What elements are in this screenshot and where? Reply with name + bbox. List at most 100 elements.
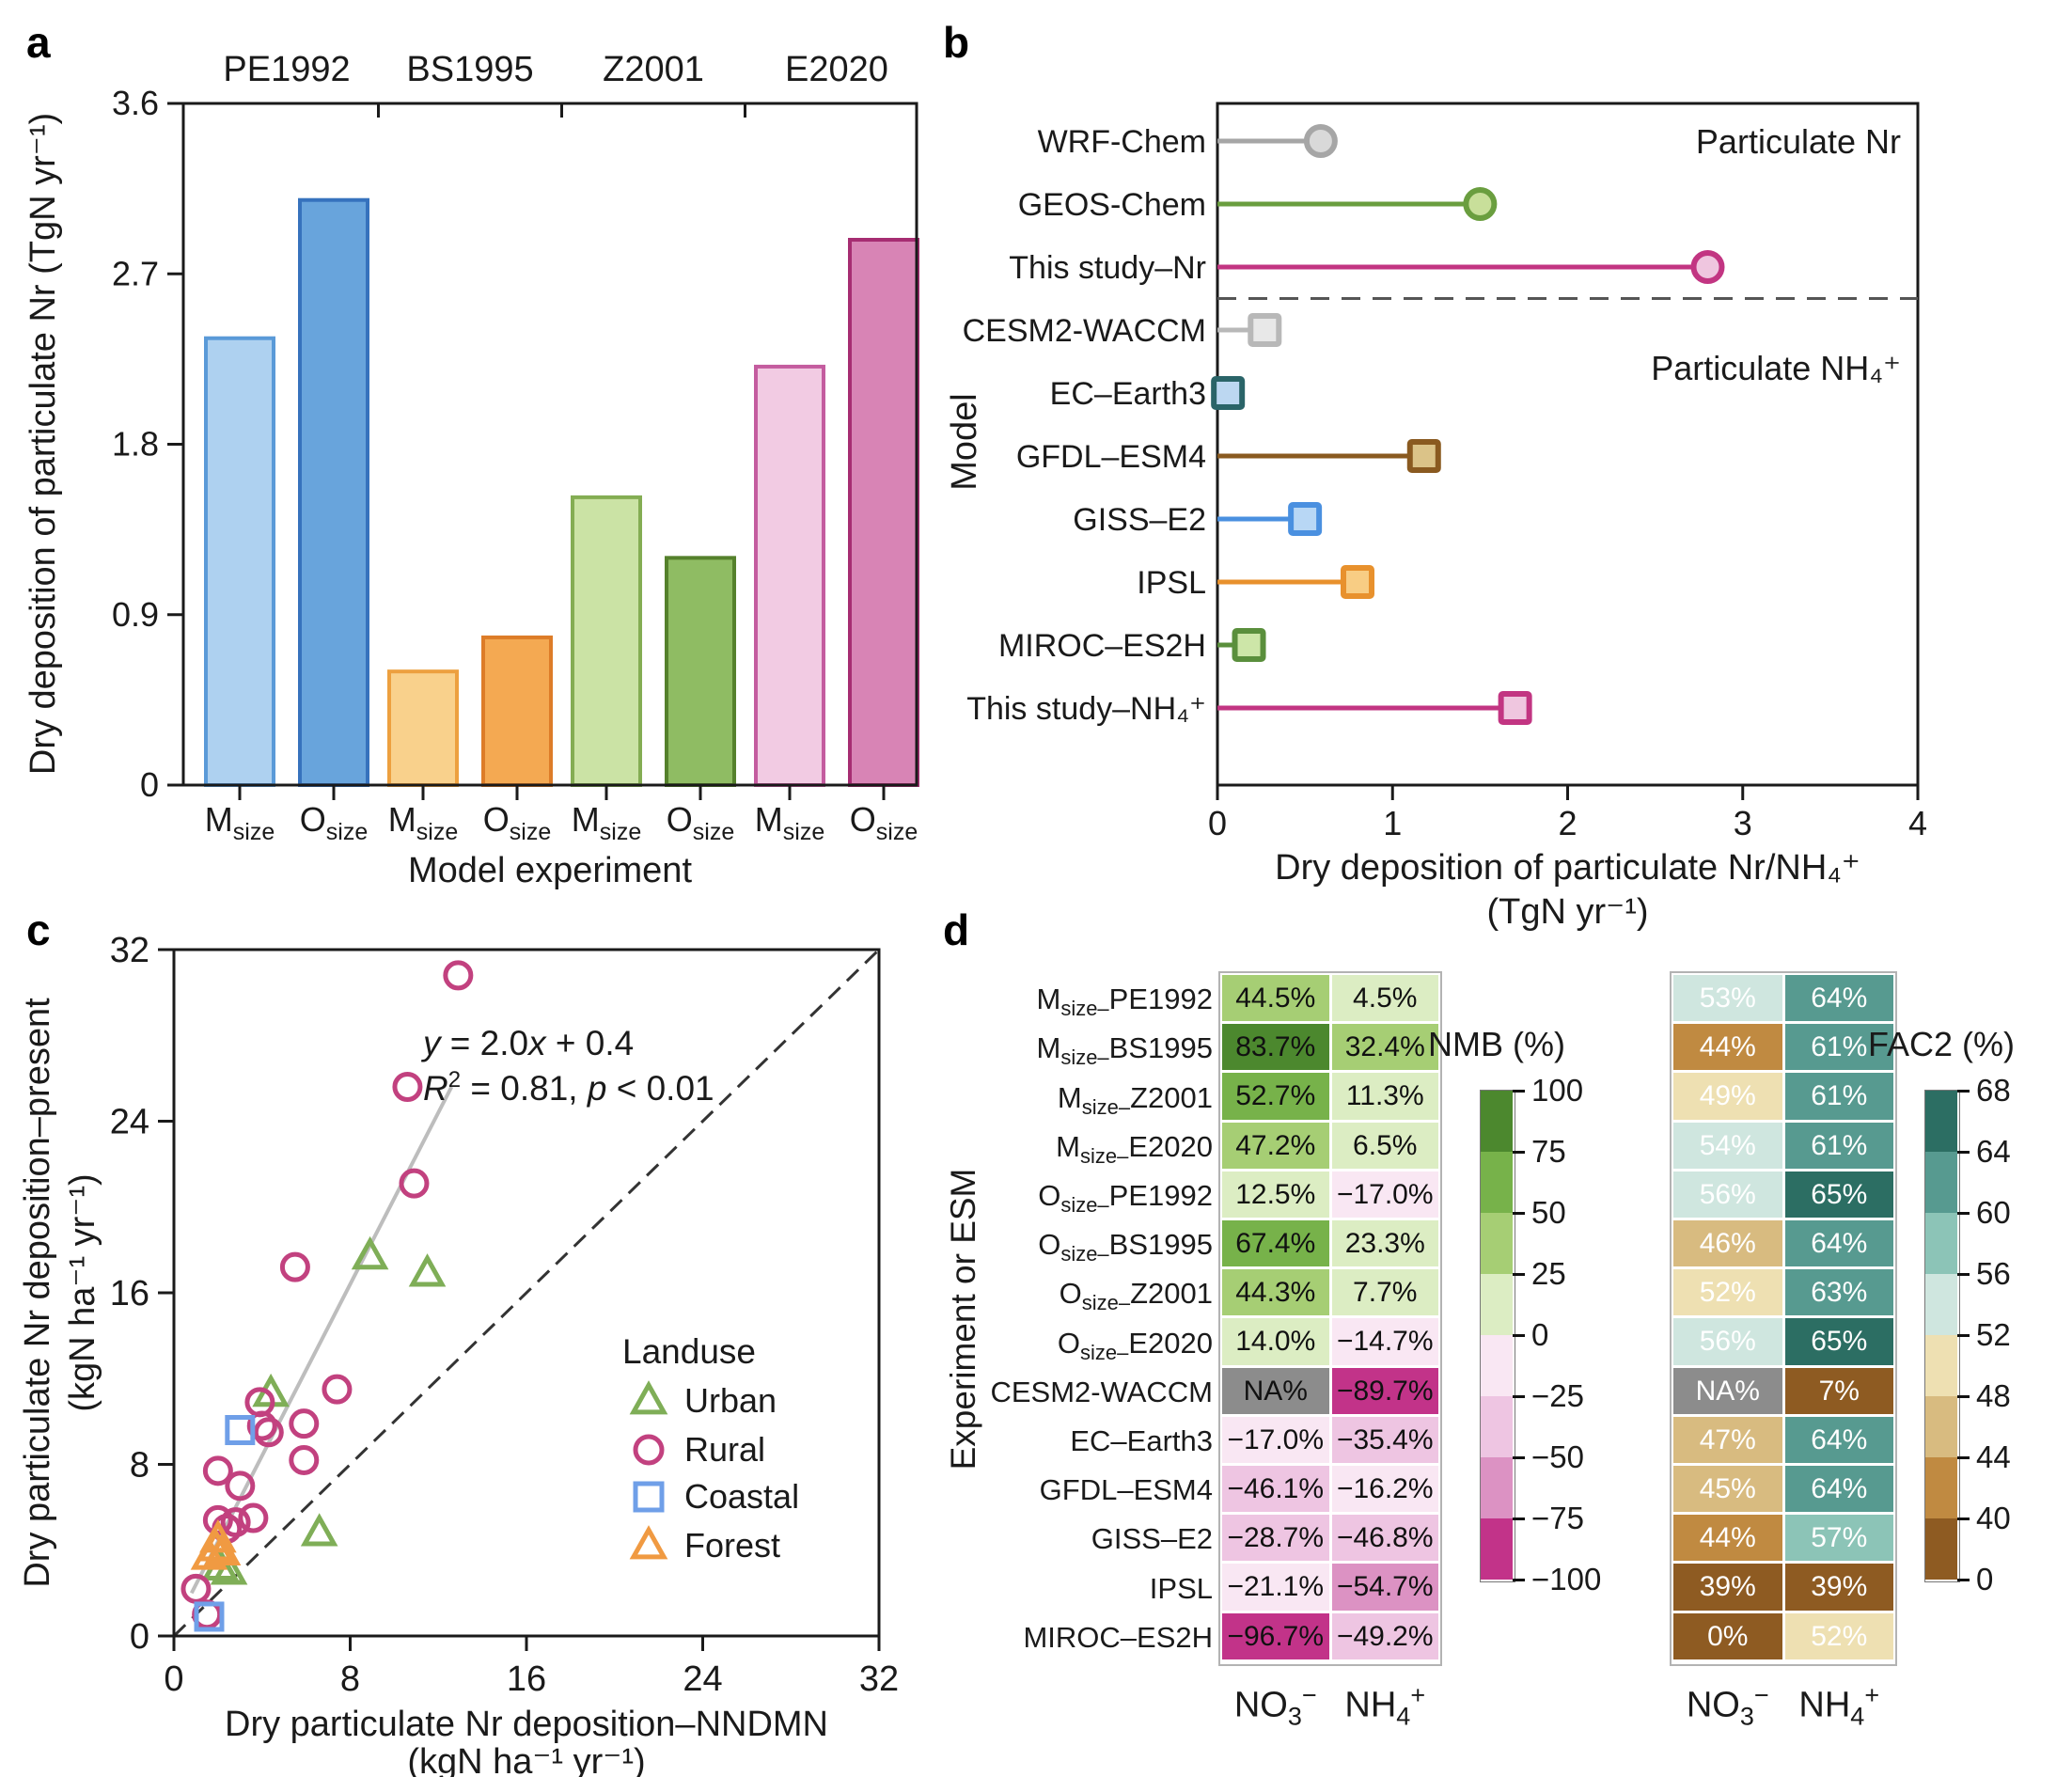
x-axis-title: Model experiment (408, 851, 692, 890)
heatmap-nmb-cell-r4-c1: −17.0% (1331, 1171, 1438, 1218)
heatmap-fac2-cell-r10-c0: 45% (1673, 1466, 1782, 1513)
colorbar-fac2-title: FAC2 (%) (1867, 1025, 2016, 1063)
annotation-particulate-nr: Particulate Nr (1696, 122, 1901, 161)
colorbar-fac2-tick (1957, 1518, 1970, 1520)
heatmap-nmb-cell-r9-c1: −35.4% (1331, 1416, 1438, 1463)
y-axis-title-line1: Dry particulate Nr deposition–present (18, 998, 57, 1588)
colorbar-nmb-segment-6 (1481, 1457, 1513, 1518)
colorbar-fac2-tick-label: 44 (1976, 1439, 2011, 1474)
bar-PE1992-Msize (204, 336, 275, 787)
colorbar-nmb-tick-label: 0 (1531, 1317, 1549, 1352)
point-Rural-2 (399, 1168, 430, 1199)
x-axis-title-line2: (TgN yr⁻¹) (1486, 892, 1648, 932)
point-Rural-8 (253, 1417, 284, 1448)
point-Coastal-0 (225, 1415, 256, 1445)
heatmap-nmb-cell-r7-c1: −14.7% (1331, 1318, 1438, 1365)
row-label-8: CESM2-WACCM (990, 1375, 1213, 1408)
y-tick-label: 32 (110, 931, 149, 970)
point-Rural-16 (181, 1573, 212, 1604)
marker-IPSL (1341, 565, 1374, 599)
point-Rural-3 (279, 1251, 310, 1282)
heatmap-nmb-cell-r5-c0: 67.4% (1222, 1220, 1329, 1267)
panel-d-y-axis-title: Experiment or ESM (944, 1168, 982, 1470)
heatmap-fac2-cell-r3-c0: 54% (1673, 1122, 1782, 1169)
heatmap-nmb-cell-r11-c0: −28.7% (1222, 1515, 1329, 1562)
colorbar-fac2-segment-4 (1925, 1335, 1957, 1396)
legend-marker-Coastal (633, 1481, 665, 1513)
colorbar-nmb-tick-label: 100 (1531, 1073, 1584, 1108)
point-Urban-0 (351, 1235, 389, 1270)
colorbar-nmb-segment-7 (1481, 1518, 1513, 1580)
colorbar-fac2-tick-label: 40 (1976, 1501, 2011, 1535)
point-Coastal-1 (194, 1601, 225, 1632)
heatmap-fac2-cell-r8-c0: NA% (1673, 1367, 1782, 1414)
heatmap-nmb-cell-r10-c1: −16.2% (1331, 1466, 1438, 1513)
heatmap-fac2-cell-r7-c1: 65% (1784, 1318, 1893, 1365)
y-tick-label: 3.6 (112, 84, 159, 122)
heatmap-nmb-cell-r1-c1: 32.4% (1331, 1024, 1438, 1071)
colorbar-fac2-segment-3 (1925, 1274, 1957, 1335)
heatmap-fac2-cell-r6-c0: 52% (1673, 1269, 1782, 1316)
heatmap-nmb-cell-r5-c1: 23.3% (1331, 1220, 1438, 1267)
group-label-Z2001: Z2001 (603, 50, 704, 89)
category-label-This study–Nr: This study–Nr (1009, 250, 1206, 286)
colorbar-fac2-segment-6 (1925, 1457, 1957, 1518)
row-label-4: Osize–PE1992 (1038, 1178, 1213, 1218)
heatmap-nmb-cell-r12-c0: −21.1% (1222, 1564, 1329, 1611)
colorbar-nmb-tick (1513, 1456, 1525, 1459)
colorbar-fac2-tick (1957, 1579, 1970, 1581)
row-label-10: GFDL–ESM4 (1039, 1473, 1213, 1507)
panel-b-lollipop-chart: WRF-Chem GEOS-Chem This study–Nr CESM2-WACC… (945, 102, 1927, 932)
heatmap-nmb-cell-r8-c1: −89.7% (1331, 1367, 1438, 1414)
bar-BS1995-Osize (481, 635, 553, 788)
panel-c-scatter-plot: 0 8 16 24 32 0 8 16 24 32 y = 2.0x + 0.4 R2​ = 0.81… (18, 931, 899, 1777)
marker-This study–NH₄⁺ (1498, 691, 1532, 725)
colorbar-nmb-tick-label: −25 (1531, 1378, 1584, 1413)
heatmap-fac2-cell-r4-c0: 56% (1673, 1171, 1782, 1218)
marker-GEOS-Chem (1463, 187, 1498, 221)
heatmap-fac2-cell-r7-c0: 56% (1673, 1318, 1782, 1365)
heatmap-nmb-cell-r13-c0: −96.7% (1222, 1612, 1329, 1659)
fit-statistics: R2​ = 0.81, p < 0.01 (423, 1067, 714, 1108)
legend-marker-Rural (633, 1434, 665, 1466)
x-tick-label: 24 (683, 1659, 722, 1699)
colorbar-nmb-title: NMB (%) (1428, 1025, 1565, 1063)
bar-PE1992-Osize (298, 197, 369, 788)
colorbar-nmb-segment-0 (1481, 1091, 1513, 1152)
x-axis-title-line1: Dry particulate Nr deposition–NNDMN (225, 1705, 828, 1744)
point-Rural-11 (225, 1470, 256, 1502)
heatmap-nmb-cell-r6-c1: 7.7% (1331, 1269, 1438, 1316)
heatmap-fac2-cell-r12-c1: 39% (1784, 1564, 1893, 1611)
colorbar-nmb-tick (1513, 1579, 1525, 1581)
colorbar-fac2-tick (1957, 1273, 1970, 1276)
point-Rural-1 (392, 1072, 423, 1102)
bar-Z2001-Msize (571, 495, 642, 788)
heatmap-nmb-cell-r11-c1: −46.8% (1331, 1515, 1438, 1562)
category-label-GISS–E2: GISS–E2 (1073, 502, 1206, 538)
colorbar-nmb-tick (1513, 1518, 1525, 1520)
colorbar-fac2-segment-0 (1925, 1091, 1957, 1152)
heatmap-fac2-cell-r11-c0: 44% (1673, 1515, 1782, 1562)
marker-WRF-Chem (1303, 124, 1338, 158)
colorbar-nmb-tick (1513, 1212, 1525, 1215)
legend-label-Coastal: Coastal (684, 1477, 799, 1516)
colorbar-fac2-tick-label: 64 (1976, 1134, 2011, 1169)
row-label-0: Msize–PE1992 (1036, 983, 1213, 1021)
heatmap-fac2-cell-r5-c0: 46% (1673, 1220, 1782, 1267)
row-label-9: EC–Earth3 (1070, 1423, 1213, 1457)
y-axis-title: Dry deposition of particulate Nr (TgN yr… (24, 113, 63, 775)
heatmap-fac2-cell-r1-c1: 61% (1784, 1024, 1893, 1071)
heatmap-fac2-cell-r0-c1: 64% (1784, 975, 1893, 1022)
bar-category-label: Msize (205, 800, 275, 845)
heatmap-fac2-cell-r9-c0: 47% (1673, 1416, 1782, 1463)
row-label-7: Osize–E2020 (1057, 1326, 1213, 1364)
y-axis-title: Model (945, 393, 984, 491)
fit-equation: y = 2.0x + 0.4 (420, 1024, 634, 1062)
colorbar-fac2-tick-label: 52 (1976, 1317, 2011, 1352)
colorbar-fac2-tick-label: 48 (1976, 1378, 2011, 1413)
bar-Z2001-Osize (665, 556, 736, 787)
colorbar-fac2-tick (1957, 1395, 1970, 1398)
identity-line (172, 948, 881, 1638)
x-tick-label: 0 (164, 1659, 183, 1699)
heatmap-nmb-cell-r3-c0: 47.2% (1222, 1122, 1329, 1169)
